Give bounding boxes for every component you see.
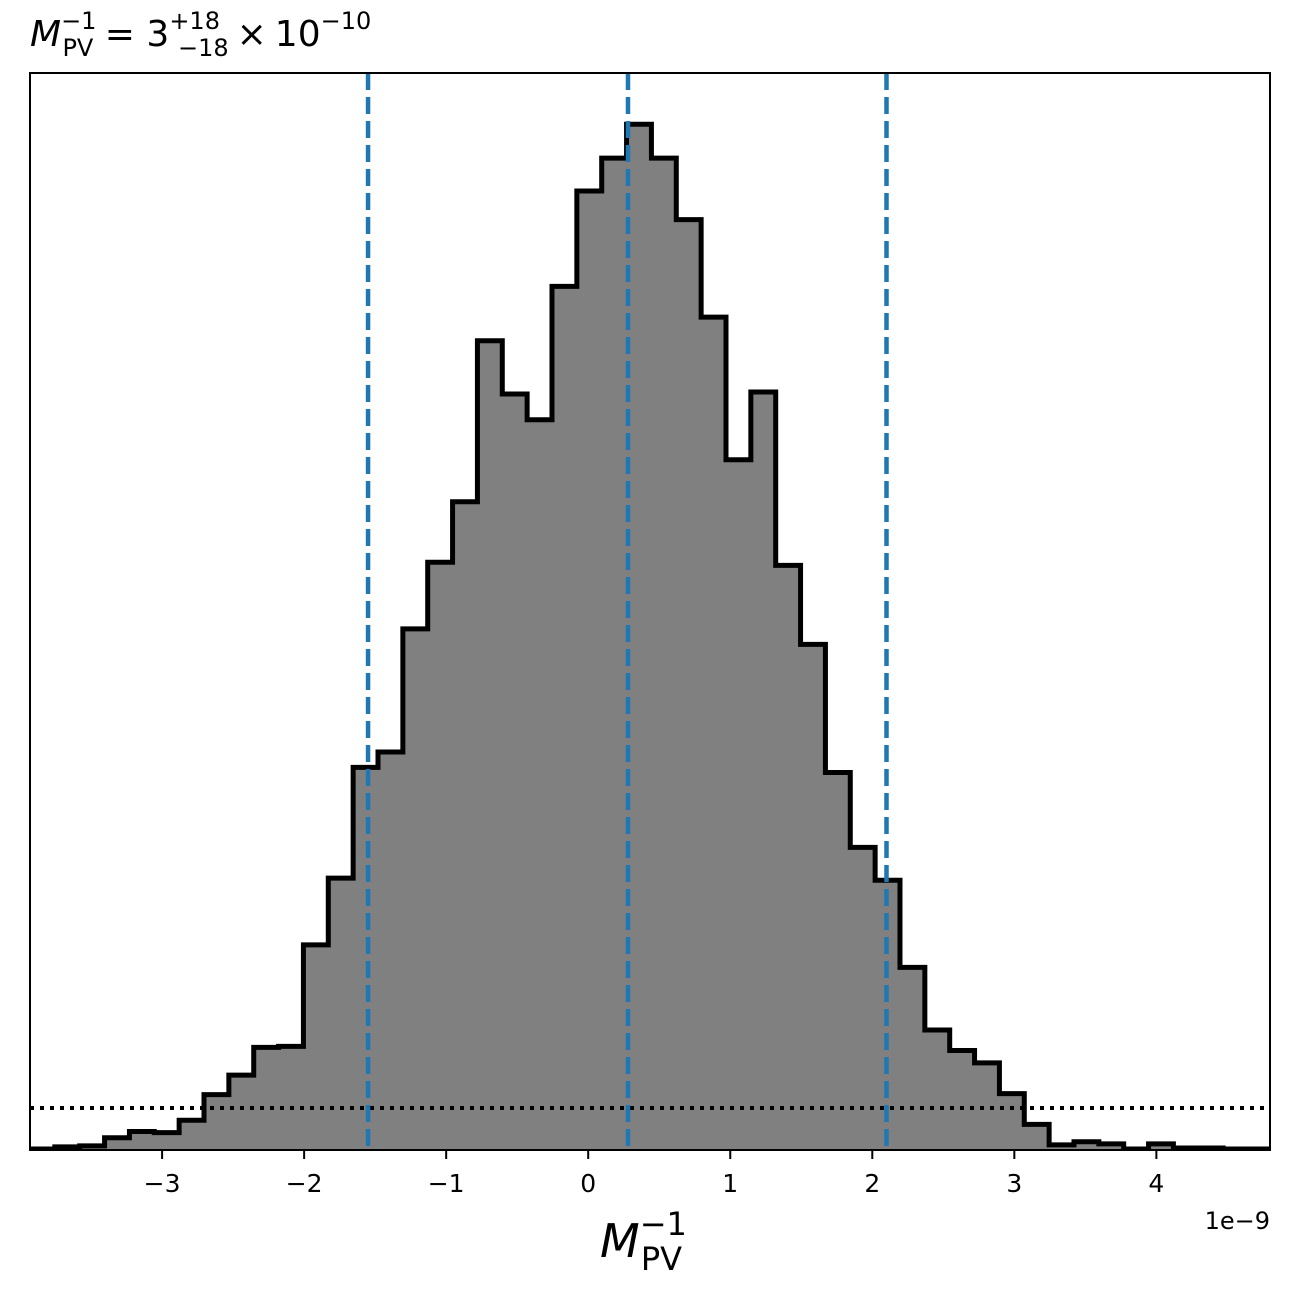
histogram-bar: [651, 158, 677, 1150]
x-tick-label: −1: [428, 1169, 465, 1198]
histogram-bar: [179, 1120, 205, 1150]
histogram-bar: [278, 1046, 304, 1150]
title-base: 10: [275, 14, 321, 55]
chart-title: M−1 PV = 3+18 −18 × 10−10: [30, 7, 371, 62]
x-axis-offset-label: 1e−9: [1205, 1207, 1270, 1235]
x-tick-label: 1: [722, 1169, 738, 1198]
histogram-bar: [253, 1047, 280, 1150]
histogram-bar: [477, 340, 503, 1150]
histogram-bar: [850, 847, 876, 1150]
histogram-bar: [775, 565, 802, 1150]
title-symbol: M: [30, 14, 61, 55]
x-tick-label: −3: [144, 1169, 181, 1198]
histogram-bar: [502, 394, 528, 1150]
histogram-bar: [576, 190, 603, 1150]
histogram-bar: [1073, 1141, 1100, 1150]
histogram-bar: [1049, 1144, 1075, 1150]
histogram-outline: [30, 121, 1270, 1150]
histogram-bar: [104, 1137, 130, 1150]
histogram-bar: [1148, 1143, 1174, 1150]
xlabel-sup: −1: [640, 1205, 687, 1243]
histogram-bar: [328, 878, 354, 1150]
title-sub: PV: [62, 34, 93, 62]
histogram-bar: [1098, 1143, 1125, 1150]
title-err-minus: −18: [178, 34, 229, 62]
title-equals: =: [93, 14, 146, 55]
x-tick-label: 0: [580, 1169, 596, 1198]
histogram-bar: [924, 1029, 951, 1150]
title-err-plus: +18: [169, 7, 220, 35]
title-times: ×: [237, 14, 267, 55]
histogram-bar: [676, 219, 702, 1150]
plot-area: [29, 72, 1271, 1151]
histogram-bar: [701, 317, 727, 1150]
histogram-bar: [228, 1075, 255, 1150]
histogram-bar: [626, 124, 652, 1150]
x-tick-label: 2: [864, 1169, 880, 1198]
histogram-bar: [402, 628, 429, 1150]
histogram-bar: [725, 459, 752, 1150]
histogram-bar: [452, 501, 478, 1150]
histogram-bar: [825, 772, 851, 1150]
x-tick-label: −2: [286, 1169, 323, 1198]
histogram-bar: [601, 158, 628, 1150]
histogram-bar: [750, 391, 777, 1150]
x-axis-label: M−1 PV: [600, 1205, 687, 1278]
plot-frame: [29, 72, 1271, 1151]
histogram-bar: [203, 1094, 230, 1150]
histogram-bar: [551, 286, 578, 1150]
histogram-bar: [800, 644, 826, 1150]
title-value: 3: [146, 14, 169, 55]
histogram-bar: [1024, 1124, 1050, 1150]
histogram-bar: [154, 1132, 180, 1150]
histogram-bar: [974, 1062, 1000, 1150]
histogram-bar: [427, 562, 454, 1150]
histogram-bar: [377, 752, 404, 1150]
xlabel-sub: PV: [641, 1240, 682, 1278]
title-exponent: −10: [321, 7, 372, 35]
histogram-bar: [899, 967, 926, 1150]
histogram-bar: [303, 944, 329, 1150]
xlabel-symbol: M: [600, 1214, 640, 1268]
histogram-bar: [527, 419, 553, 1150]
histogram-bar: [129, 1131, 155, 1150]
histogram-bar: [949, 1050, 976, 1150]
histogram-bar: [999, 1093, 1025, 1150]
x-axis-ticks: −3 −2 −1 0 1 2 3 4: [144, 1150, 1164, 1198]
x-tick-label: 3: [1006, 1169, 1022, 1198]
title-sup: −1: [61, 7, 96, 35]
x-tick-label: 4: [1148, 1169, 1164, 1198]
